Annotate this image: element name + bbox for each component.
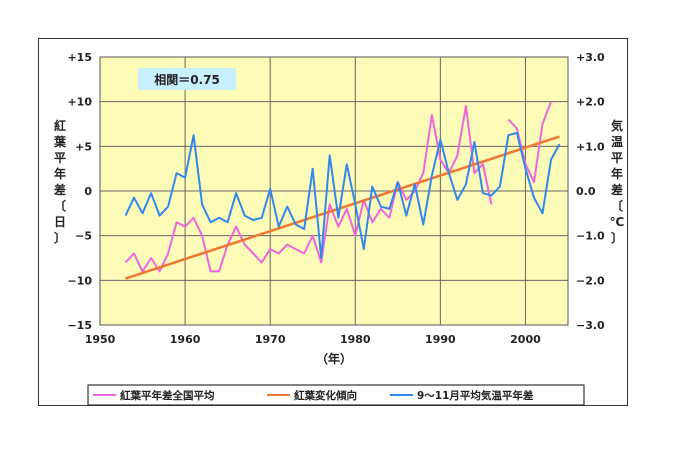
legend-box: [87, 384, 585, 406]
y-right-axis-title-char: 〕: [611, 230, 623, 245]
x-tick-label: 1970: [255, 333, 286, 346]
y-left-tick-label: 0: [84, 185, 92, 198]
y-left-axis-title-char: 紅: [54, 118, 66, 133]
x-tick-label: 1990: [425, 333, 456, 346]
y-right-axis-title-char: 〔: [611, 198, 623, 213]
x-tick-label: 2000: [510, 333, 541, 346]
series-line-trend: [125, 135, 560, 280]
legend: 紅葉平年差全国平均 紅葉変化傾向 9～11月平均気温平年差: [87, 384, 585, 406]
series-line-temperature: [124, 131, 561, 259]
y-right-axis-title-char: ℃: [610, 215, 625, 229]
y-right-tick-label: +3.0: [576, 51, 605, 64]
y-right-axis-title-char: 差: [610, 182, 623, 197]
y-right-tick-label: 0.0: [576, 185, 596, 198]
y-left-tick-label: −15: [67, 319, 92, 332]
legend-label-foliage: 紅葉平年差全国平均: [120, 389, 215, 402]
x-tick-label: 1980: [340, 333, 371, 346]
legend-label-temperature: 9～11月平均気温平年差: [417, 389, 534, 402]
correlation-box: [138, 68, 236, 90]
y-left-tick-label: +15: [67, 51, 92, 64]
y-left-axis-title-char: 平: [54, 151, 66, 165]
correlation-label: 相関＝0.75: [154, 72, 220, 87]
x-axis-title: （年）: [316, 351, 352, 366]
y-left-axis-title-char: 葉: [53, 134, 67, 149]
series-line-foliage: [507, 101, 552, 184]
series-layer: [124, 101, 561, 280]
correlation-annotation: 相関＝0.75: [138, 68, 236, 90]
series-line-foliage: [124, 105, 493, 273]
y-right-axis-title-char: 温: [611, 135, 623, 149]
y-left-tick-label: +10: [67, 96, 92, 109]
y-right-axis-title-char: 気: [611, 118, 623, 133]
y-right-axis-title-char: 平: [611, 151, 623, 165]
y-left-axis-title-char: 〕: [54, 230, 66, 245]
axis-titles: （年）紅葉平年差〔日〕気温平年差〔℃〕: [53, 118, 624, 366]
y-left-axis-title-char: 日: [54, 215, 66, 229]
y-left-axis-title-char: 年: [54, 166, 66, 181]
y-left-tick-label: −5: [75, 230, 92, 243]
y-right-axis-title-char: 年: [611, 166, 623, 181]
tick-labels: 1950 1960 1970 1980 1990 2000 +15 +3.0 +10 +2.0 +5…: [67, 51, 605, 346]
y-right-tick-label: +2.0: [576, 96, 605, 109]
y-right-tick-label: −3.0: [576, 319, 605, 332]
x-tick-label: 1950: [85, 333, 116, 346]
y-left-tick-label: +5: [75, 140, 92, 153]
y-right-tick-label: −2.0: [576, 274, 605, 287]
y-left-axis-title-char: 〔: [54, 198, 66, 213]
y-left-axis-title-char: 差: [53, 182, 66, 197]
y-right-tick-label: −1.0: [576, 230, 605, 243]
y-left-tick-label: −10: [67, 274, 92, 287]
y-right-tick-label: +1.0: [576, 140, 605, 153]
legend-label-trend: 紅葉変化傾向: [294, 389, 357, 402]
x-tick-label: 1960: [170, 333, 201, 346]
